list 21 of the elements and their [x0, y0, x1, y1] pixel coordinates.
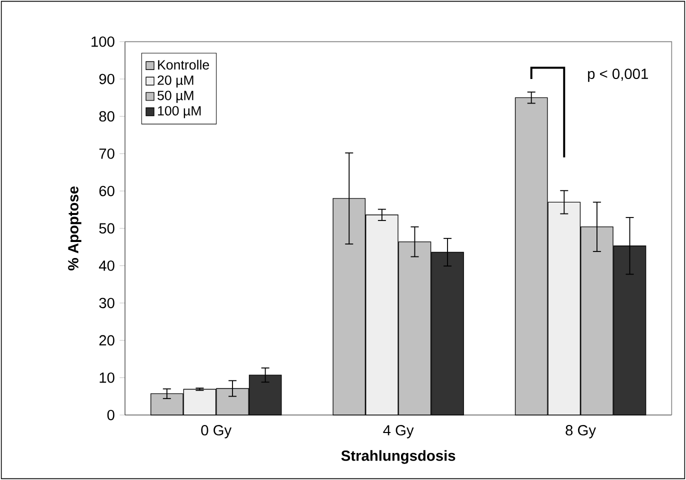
y-tick-label: 20	[99, 335, 114, 346]
y-tick-label: 40	[98, 260, 114, 271]
annotation: p < 0,001	[588, 68, 648, 82]
legend-label: Kontrolle	[158, 60, 210, 70]
y-tick-label: 90	[99, 74, 114, 84]
x-tick-label: 8 Gy	[566, 425, 596, 438]
legend-label: 100 µM	[158, 106, 201, 118]
y-axis-title: % Apoptose	[68, 186, 82, 270]
y-tick-label: 100	[92, 36, 114, 47]
legend-label: 20 µM	[158, 75, 194, 88]
y-tick-label: 50	[99, 223, 114, 234]
x-tick-label: 4 Gy	[383, 425, 414, 438]
y-tick-label: 30	[99, 298, 114, 308]
legend-label: 50 µM	[158, 90, 194, 103]
x-tick-label: 0 Gy	[201, 425, 232, 438]
y-tick-label: 0	[107, 410, 114, 420]
y-tick-label: 70	[99, 148, 114, 159]
y-tick-label: 10	[100, 372, 114, 383]
x-axis-title: Strahlungsdosis	[341, 450, 456, 464]
y-tick-label: 80	[99, 111, 114, 122]
y-tick-label: 60	[99, 186, 114, 196]
